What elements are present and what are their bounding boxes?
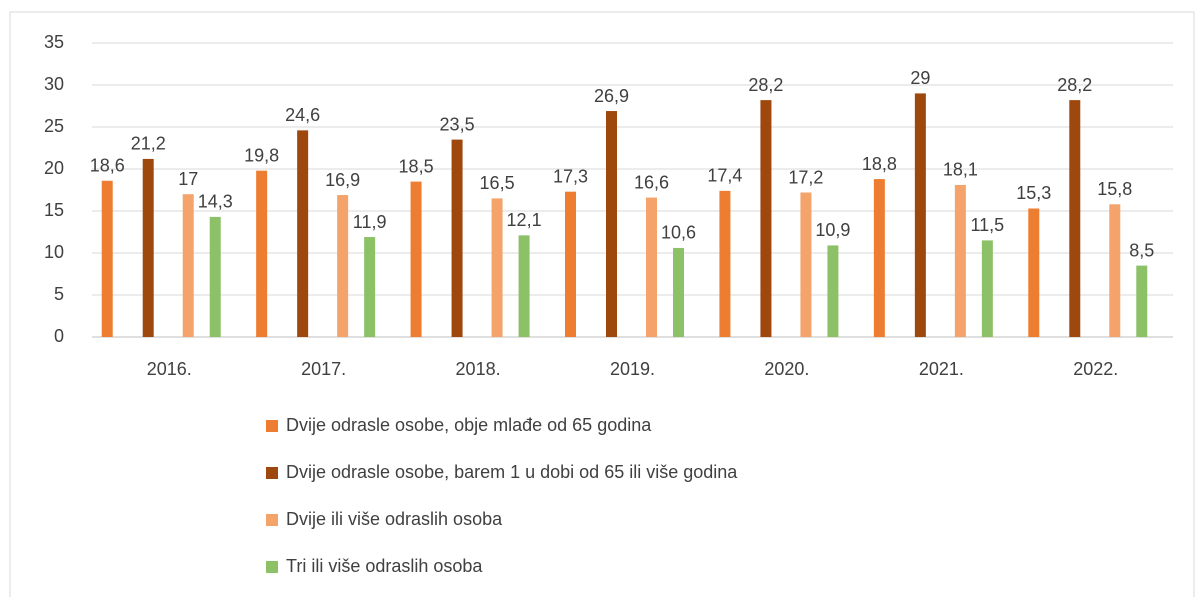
bar	[606, 111, 617, 337]
x-tick-label: 2020.	[764, 359, 809, 379]
bar	[337, 195, 349, 337]
legend-label: Dvije ili više odraslih osoba	[286, 509, 503, 529]
bar	[410, 181, 422, 337]
bar	[1069, 100, 1081, 338]
legend-swatch	[266, 514, 278, 526]
legend-swatch	[266, 561, 278, 573]
bar	[1028, 208, 1040, 337]
value-label: 19,8	[244, 145, 279, 165]
bar	[182, 194, 194, 337]
y-tick-label: 30	[44, 74, 64, 94]
x-tick-label: 2019.	[610, 359, 655, 379]
y-tick-label: 25	[44, 116, 64, 136]
y-tick-label: 0	[54, 326, 64, 346]
bar	[209, 216, 221, 337]
legend-label: Dvije odrasle osobe, obje mlađe od 65 go…	[286, 415, 652, 435]
value-label: 10,9	[815, 220, 850, 240]
bar	[719, 190, 731, 337]
value-label: 18,8	[862, 154, 897, 174]
bar	[827, 245, 839, 337]
value-label: 18,6	[90, 156, 125, 176]
value-label: 16,6	[634, 172, 669, 192]
bar	[491, 198, 503, 337]
y-tick-label: 10	[44, 242, 64, 262]
x-tick-label: 2021.	[919, 359, 964, 379]
bar	[256, 170, 268, 337]
value-label: 17,4	[707, 166, 742, 186]
value-label: 28,2	[1057, 75, 1092, 95]
value-label: 17,2	[788, 167, 823, 187]
bar	[646, 197, 657, 337]
value-label: 21,2	[131, 134, 166, 154]
bar	[364, 237, 376, 337]
bar	[873, 179, 885, 337]
x-tick-label: 2017.	[301, 359, 346, 379]
value-label: 16,5	[480, 173, 515, 193]
bar	[760, 100, 772, 338]
bar	[142, 158, 154, 337]
y-tick-label: 20	[44, 158, 64, 178]
value-label: 17	[178, 169, 198, 189]
value-label: 12,1	[507, 210, 542, 230]
chart-frame	[9, 11, 1195, 597]
value-label: 17,3	[553, 166, 588, 186]
value-label: 24,6	[285, 105, 320, 125]
value-label: 10,6	[661, 223, 696, 243]
legend-swatch	[266, 420, 278, 432]
value-label: 11,5	[971, 215, 1005, 235]
value-label: 28,2	[748, 75, 783, 95]
legend-swatch	[266, 467, 278, 479]
bar	[518, 235, 530, 337]
y-tick-label: 35	[44, 32, 64, 52]
value-label: 18,1	[943, 160, 978, 180]
bar	[800, 192, 812, 337]
y-tick-label: 15	[44, 200, 64, 220]
bar	[673, 247, 684, 337]
bar	[565, 191, 576, 337]
legend-label: Dvije odrasle osobe, barem 1 u dobi od 6…	[286, 462, 738, 482]
bar	[1109, 204, 1121, 337]
value-label: 16,9	[325, 170, 360, 190]
bar	[1136, 265, 1148, 337]
x-tick-label: 2016.	[147, 359, 192, 379]
x-tick-label: 2018.	[456, 359, 501, 379]
bar	[451, 139, 463, 337]
bar	[297, 130, 309, 337]
value-label: 26,9	[594, 86, 629, 106]
value-label: 23,5	[440, 114, 475, 134]
bar	[954, 184, 966, 337]
value-label: 18,5	[399, 156, 434, 176]
legend-label: Tri ili više odraslih osoba	[286, 556, 483, 576]
value-label: 29	[910, 68, 930, 88]
value-label: 15,8	[1097, 179, 1132, 199]
bar	[101, 180, 113, 337]
y-tick-label: 5	[54, 284, 64, 304]
value-label: 14,3	[198, 192, 233, 212]
bar	[914, 93, 926, 338]
x-tick-label: 2022.	[1073, 359, 1118, 379]
value-label: 11,9	[353, 212, 387, 232]
value-label: 15,3	[1016, 183, 1051, 203]
bar	[981, 240, 993, 337]
value-label: 8,5	[1129, 240, 1154, 260]
